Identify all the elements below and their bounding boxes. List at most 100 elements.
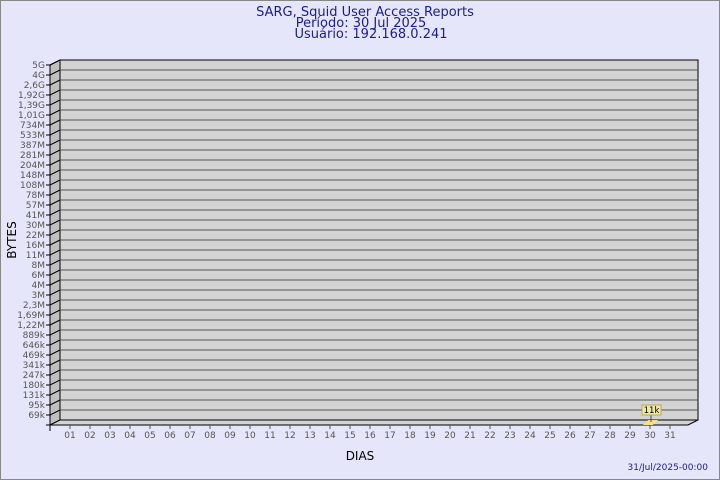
y-tick-label: 1,69M xyxy=(17,311,45,321)
x-tick-label: 08 xyxy=(204,431,216,441)
y-tick-label: 734M xyxy=(20,121,45,131)
y-tick-label: 30M xyxy=(26,221,45,231)
y-tick-label: 646k xyxy=(23,341,46,351)
x-tick-label: 31 xyxy=(664,431,675,441)
y-tick-label: 387M xyxy=(20,141,45,151)
plot-floor xyxy=(49,419,699,426)
x-tick-label: 06 xyxy=(164,431,176,441)
y-tick-diagonal xyxy=(49,379,61,386)
y-tick-label: 4G xyxy=(32,71,45,81)
y-tick-label: 281M xyxy=(20,151,45,161)
timestamp: 31/Jul/2025-00:00 xyxy=(628,463,709,473)
y-tick-label: 3M xyxy=(32,291,46,301)
y-tick-label: 22M xyxy=(26,231,45,241)
x-axis-label: DIAS xyxy=(346,449,375,463)
y-tick-diagonal xyxy=(49,79,61,86)
y-tick-label: 533M xyxy=(20,131,45,141)
x-tick-label: 24 xyxy=(524,431,536,441)
y-tick-label: 247k xyxy=(23,371,46,381)
x-tick-label: 30 xyxy=(644,431,656,441)
y-tick-diagonal xyxy=(49,359,61,366)
x-tick-label: 26 xyxy=(564,431,576,441)
y-tick-diagonal xyxy=(49,109,61,116)
y-tick-label: 2,3M xyxy=(23,301,45,311)
y-tick-label: 131k xyxy=(23,391,46,401)
y-tick-diagonal xyxy=(49,189,61,196)
y-tick-diagonal xyxy=(49,249,61,256)
x-tick-label: 18 xyxy=(404,431,416,441)
x-tick-label: 11 xyxy=(264,431,275,441)
y-tick-label: 1,92G xyxy=(18,91,45,101)
x-tick-label: 07 xyxy=(184,431,195,441)
y-tick-label: 78M xyxy=(26,191,45,201)
y-tick-diagonal xyxy=(49,69,61,76)
y-tick-diagonal xyxy=(49,279,61,286)
y-tick-diagonal xyxy=(49,119,61,126)
y-tick-diagonal xyxy=(49,399,61,406)
y-tick-diagonal xyxy=(49,219,61,226)
y-tick-diagonal xyxy=(49,299,61,306)
y-tick-diagonal xyxy=(49,269,61,276)
y-tick-label: 41M xyxy=(26,211,45,221)
y-tick-diagonal xyxy=(49,209,61,216)
x-tick-label: 02 xyxy=(84,431,95,441)
x-tick-label: 29 xyxy=(624,431,636,441)
y-tick-diagonal xyxy=(49,259,61,266)
y-tick-diagonal xyxy=(49,319,61,326)
y-tick-diagonal xyxy=(49,309,61,316)
x-tick-label: 10 xyxy=(244,431,256,441)
x-tick-label: 01 xyxy=(64,431,75,441)
x-tick-label: 17 xyxy=(384,431,395,441)
y-tick-diagonal xyxy=(49,129,61,136)
chart-subtitle-user: Usuário: 192.168.0.241 xyxy=(294,27,447,42)
y-tick-diagonal xyxy=(49,349,61,356)
y-tick-diagonal xyxy=(49,409,61,416)
y-tick-label: 1,39G xyxy=(18,101,45,111)
y-tick-label: 95k xyxy=(28,401,45,411)
y-tick-label: 889k xyxy=(23,331,46,341)
y-tick-label: 5G xyxy=(32,61,45,71)
y-tick-diagonal xyxy=(49,99,61,106)
x-tick-label: 12 xyxy=(284,431,295,441)
y-tick-diagonal xyxy=(49,149,61,156)
y-tick-diagonal xyxy=(49,229,61,236)
y-tick-label: 108M xyxy=(20,181,45,191)
chart-subtitle-period: Período: 30 Jul 2025 xyxy=(296,16,427,31)
x-tick-label: 27 xyxy=(584,431,595,441)
y-tick-diagonal xyxy=(49,239,61,246)
y-tick-label: 69k xyxy=(28,411,45,421)
y-tick-label: 8M xyxy=(32,261,46,271)
y-tick-label: 180k xyxy=(23,381,46,391)
x-tick-label: 25 xyxy=(544,431,555,441)
y-tick-label: 204M xyxy=(20,161,45,171)
y-tick-label: 148M xyxy=(20,171,45,181)
y-tick-diagonal xyxy=(49,139,61,146)
y-tick-label: 6M xyxy=(32,271,46,281)
x-tick-label: 22 xyxy=(484,431,495,441)
y-tick-diagonal xyxy=(49,89,61,96)
data-label: 11k xyxy=(644,406,660,416)
y-tick-diagonal xyxy=(49,329,61,336)
x-tick-label: 05 xyxy=(144,431,155,441)
x-tick-label: 04 xyxy=(124,431,136,441)
y-axis-label: BYTES xyxy=(5,221,19,258)
y-tick-label: 1,22M xyxy=(17,321,45,331)
x-tick-label: 15 xyxy=(344,431,355,441)
y-tick-diagonal xyxy=(49,339,61,346)
y-tick-label: 469k xyxy=(23,351,46,361)
x-tick-label: 21 xyxy=(464,431,475,441)
y-tick-diagonal xyxy=(49,169,61,176)
x-tick-label: 03 xyxy=(104,431,115,441)
x-tick-label: 20 xyxy=(444,431,456,441)
y-tick-diagonal xyxy=(49,389,61,396)
y-tick-label: 2,6G xyxy=(24,81,45,91)
y-tick-label: 4M xyxy=(32,281,46,291)
y-tick-label: 341k xyxy=(23,361,46,371)
y-tick-label: 11M xyxy=(26,251,45,261)
x-tick-label: 13 xyxy=(304,431,315,441)
y-tick-label: 16M xyxy=(26,241,45,251)
x-tick-label: 14 xyxy=(324,431,336,441)
y-tick-diagonal xyxy=(49,159,61,166)
y-tick-diagonal xyxy=(49,179,61,186)
